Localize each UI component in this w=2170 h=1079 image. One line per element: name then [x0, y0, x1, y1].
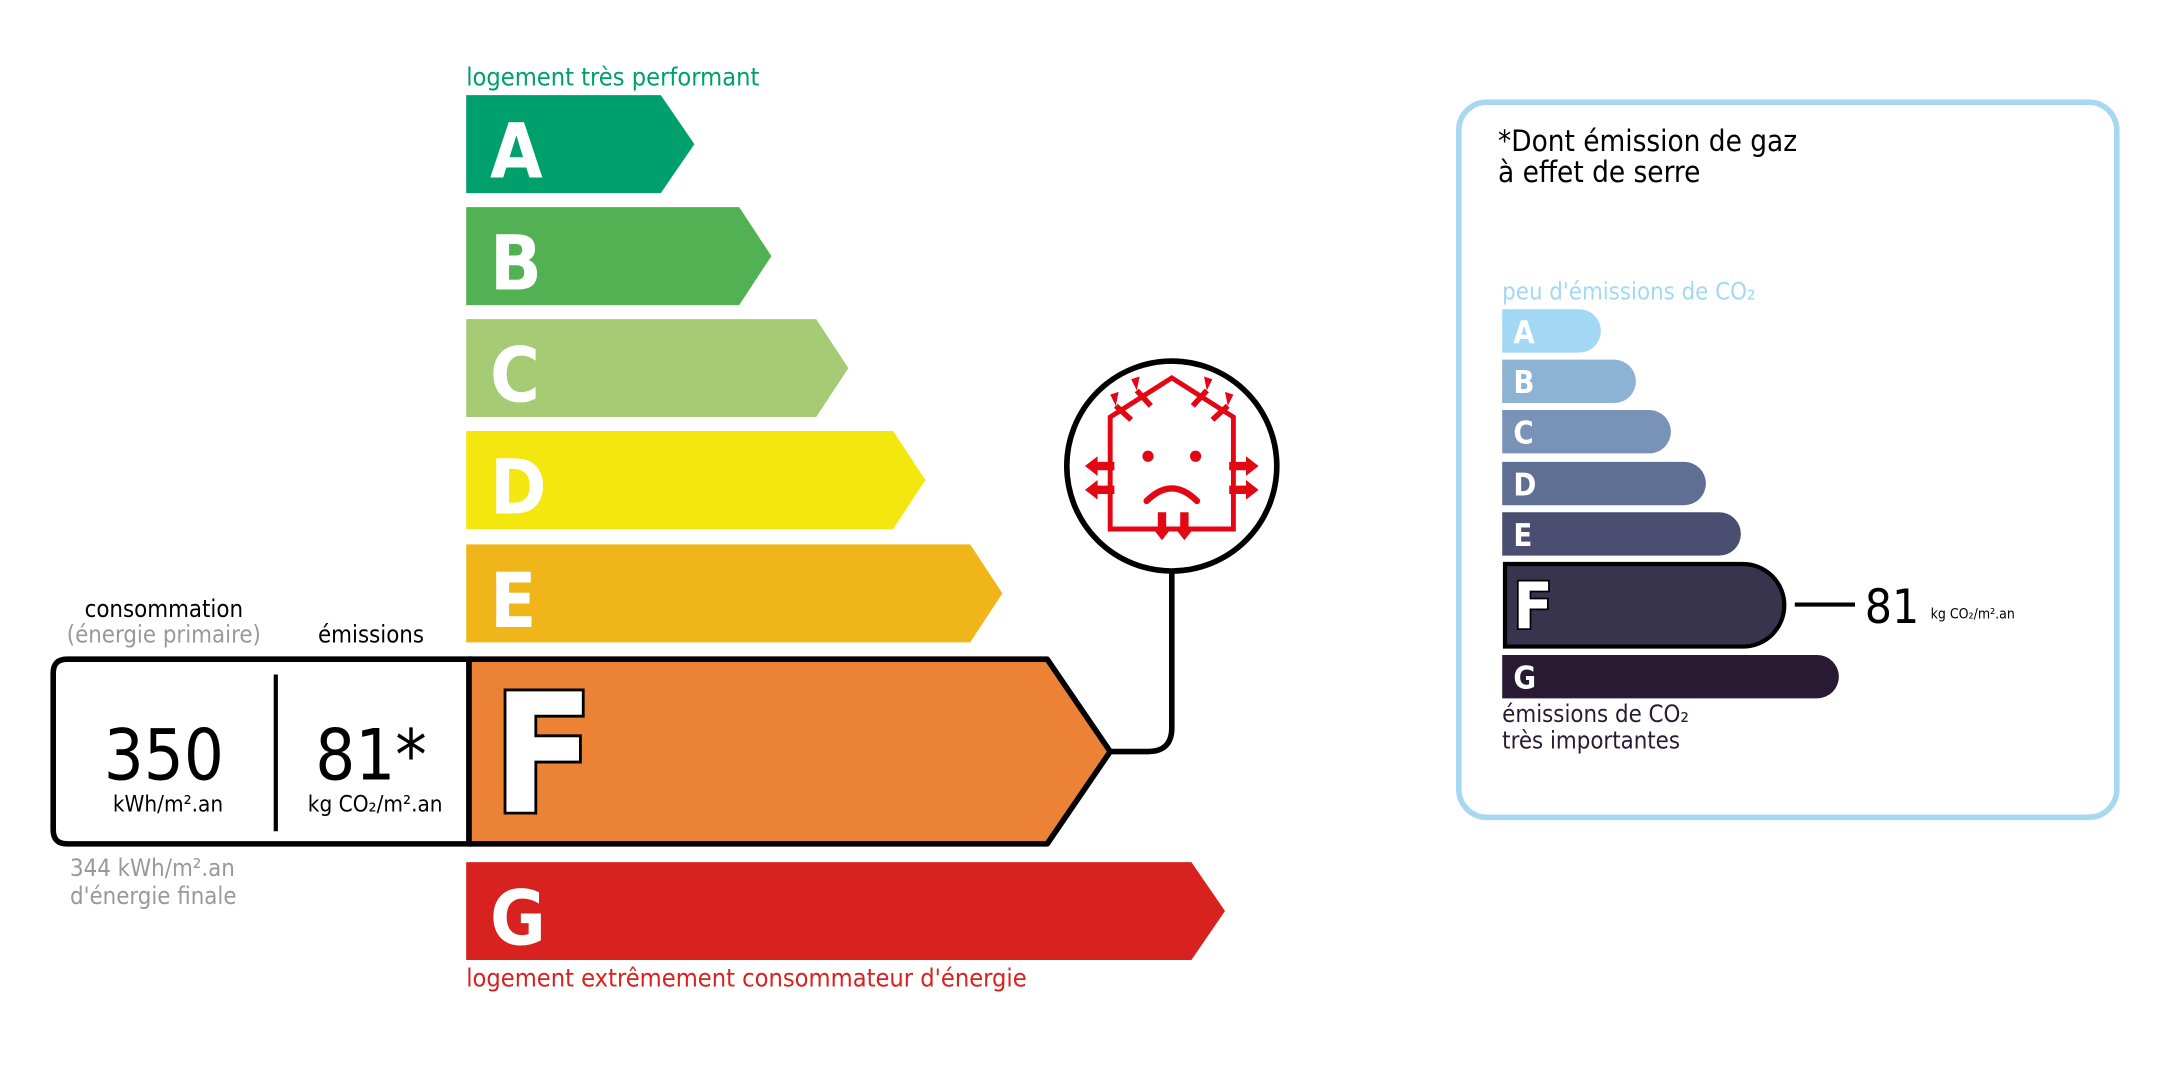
- consumption-unit: kWh/m².an: [113, 792, 223, 818]
- energy-class-c: C: [466, 319, 849, 420]
- ges-bottom-label-line1: émissions de CO₂: [1502, 700, 1689, 728]
- final-energy-value: 344 kWh/m².an: [70, 854, 235, 882]
- svg-text:G: G: [490, 875, 546, 963]
- svg-text:B: B: [1513, 365, 1534, 401]
- ges-class-e: E: [1502, 512, 1741, 556]
- energy-class-d: D: [466, 431, 926, 532]
- ges-class-b: B: [1502, 359, 1636, 404]
- energy-class-e: E: [466, 544, 1003, 645]
- ges-class-g: G: [1502, 654, 1839, 699]
- svg-text:D: D: [490, 444, 546, 532]
- consumption-sublabel: (énergie primaire): [67, 620, 261, 648]
- emissions-value: 81*: [315, 715, 427, 797]
- svg-text:F: F: [1513, 569, 1553, 644]
- energy-class-b: B: [466, 207, 772, 308]
- energy-class-a: A: [466, 95, 695, 196]
- ges-class-c: C: [1502, 410, 1671, 454]
- ges-current-class-f: F: [1502, 561, 1787, 649]
- svg-text:G: G: [1513, 661, 1536, 697]
- energy-top-label: logement très performant: [466, 62, 759, 91]
- emissions-unit: kg CO₂/m².an: [308, 792, 443, 818]
- energy-class-g: G: [466, 862, 1225, 963]
- ges-class-d: D: [1502, 461, 1706, 506]
- ges-value: 81: [1865, 580, 1919, 635]
- final-energy-label: d'énergie finale: [70, 882, 237, 910]
- svg-text:C: C: [490, 332, 540, 420]
- ges-unit: kg CO₂/m².an: [1931, 607, 2015, 623]
- svg-text:D: D: [1513, 467, 1536, 503]
- svg-text:C: C: [1513, 416, 1533, 452]
- emissions-label: émissions: [318, 620, 424, 648]
- icon-connector: [1110, 570, 1175, 755]
- svg-text:E: E: [1513, 518, 1532, 554]
- energy-bottom-label: logement extrêmement consommateur d'éner…: [466, 964, 1026, 993]
- consumption-value: 350: [104, 715, 224, 797]
- consumption-label: consommation: [85, 595, 243, 623]
- ges-title-line1: *Dont émission de gaz: [1498, 124, 1797, 158]
- ges-top-label: peu d'émissions de CO₂: [1502, 277, 1755, 305]
- svg-text:A: A: [1513, 315, 1535, 351]
- ges-bottom-label-line2: très importantes: [1502, 727, 1680, 755]
- svg-text:B: B: [490, 220, 542, 308]
- ges-class-a: A: [1502, 309, 1601, 353]
- poorly-insulated-house-sad-icon: [1064, 358, 1280, 574]
- ges-title-line2: à effet de serre: [1498, 155, 1700, 189]
- svg-text:E: E: [490, 557, 536, 645]
- energy-current-class-f: F: [50, 656, 1113, 853]
- svg-text:A: A: [490, 108, 543, 196]
- svg-text:F: F: [493, 659, 595, 851]
